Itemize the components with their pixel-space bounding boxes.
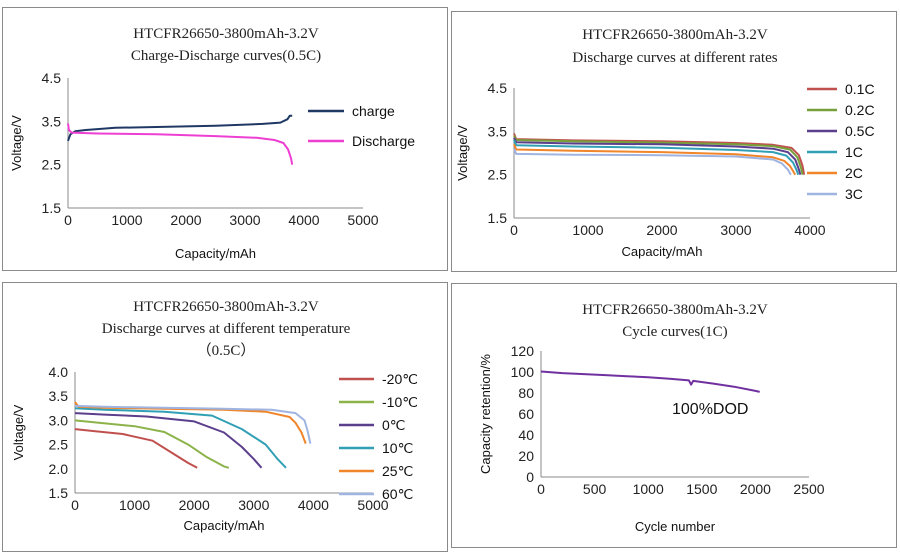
x-tick-label: 0 (537, 481, 545, 497)
y-tick-label: 4.5 (488, 80, 508, 96)
y-tick-label: 3.5 (42, 113, 62, 129)
legend-label: 25℃ (382, 463, 413, 479)
legend-label: 3C (845, 186, 863, 202)
panel-discharge-temperature: HTCFR26650-3800mAh-3.2V Discharge curves … (2, 282, 448, 552)
chart-discharge-temperature: HTCFR26650-3800mAh-3.2V Discharge curves … (11, 299, 418, 533)
y-tick-label: 20 (518, 448, 534, 464)
chart-subtitle: Cycle curves(1C) (622, 324, 727, 340)
y-tick-label: 80 (518, 385, 534, 401)
x-tick-label: 500 (583, 481, 607, 497)
y-tick-label: 1.5 (488, 210, 508, 226)
chart-title: HTCFR26650-3800mAh-3.2V (582, 27, 768, 43)
legend-label: 2C (845, 165, 863, 181)
series-line-1 (540, 370, 760, 393)
series-line-3 (74, 412, 263, 469)
series-line-2 (513, 135, 804, 175)
legend-label: 0.1C (845, 81, 875, 97)
legend-label: 10℃ (382, 440, 413, 456)
y-tick-label: 1.5 (49, 485, 69, 501)
x-tick-label: 2000 (740, 481, 771, 497)
legend-label: charge (352, 103, 395, 119)
y-tick-label: 0 (526, 469, 534, 485)
x-tick-label: 1000 (633, 481, 664, 497)
x-tick-label: 0 (64, 212, 72, 228)
chart-discharge-rates: HTCFR26650-3800mAh-3.2V Discharge curves … (455, 27, 875, 259)
x-tick-label: 4000 (298, 497, 329, 513)
legend-label: Discharge (352, 133, 415, 149)
series-line-6 (74, 404, 312, 444)
chart-cycle-curves: HTCFR26650-3800mAh-3.2V Cycle curves(1C) 0… (478, 302, 825, 534)
y-axis-label: Voltage/V (9, 115, 24, 171)
x-tick-label: 2500 (793, 481, 824, 497)
series-line-2 (67, 123, 294, 165)
y-axis-label: Capacity retention/% (478, 354, 493, 474)
y-tick-label: 1.5 (42, 200, 62, 216)
x-tick-label: 5000 (357, 497, 388, 513)
legend-label: 1C (845, 144, 863, 160)
x-tick-label: 3000 (720, 222, 751, 238)
y-tick-label: 2.5 (488, 167, 508, 183)
legend-label: -20℃ (382, 371, 418, 387)
series-line-5 (513, 143, 797, 176)
series-line-4 (513, 139, 800, 176)
y-tick-label: 4.0 (49, 364, 69, 380)
y-axis-label: Voltage/V (11, 404, 26, 460)
y-tick-label: 3.5 (49, 388, 69, 404)
x-tick-label: 1000 (119, 497, 150, 513)
y-tick-label: 2.5 (49, 437, 69, 453)
chart-subtitle: Discharge curves at different temperatur… (102, 321, 351, 337)
series-line-6 (513, 148, 792, 176)
chart-charge-discharge: HTCFR26650-3800mAh-3.2V Charge-Discharge … (9, 26, 415, 261)
panel-charge-discharge: HTCFR26650-3800mAh-3.2V Charge-Discharge … (2, 7, 448, 271)
chart-title: HTCFR26650-3800mAh-3.2V (133, 299, 319, 315)
chart-title: HTCFR26650-3800mAh-3.2V (133, 26, 319, 42)
series-line-4 (74, 407, 287, 469)
chart-subtitle-2: （0.5C） (197, 342, 256, 359)
legend-label: 0.5C (845, 123, 875, 139)
legend-label: 0℃ (382, 417, 406, 433)
x-tick-label: 2000 (179, 497, 210, 513)
x-tick-label: 2000 (170, 212, 201, 228)
x-tick-label: 4000 (288, 212, 319, 228)
legend-label: 0.2C (845, 102, 875, 118)
chart-annotation: 100%DOD (672, 401, 748, 418)
series-line-1 (74, 428, 198, 469)
x-tick-label: 3000 (229, 212, 260, 228)
chart-subtitle: Discharge curves at different rates (572, 50, 777, 66)
y-tick-label: 4.5 (42, 70, 62, 86)
x-tick-label: 4000 (794, 222, 825, 238)
x-tick-label: 1000 (111, 212, 142, 228)
series-line-3 (513, 137, 802, 175)
y-axis-label: Voltage/V (455, 125, 470, 181)
y-tick-label: 120 (511, 343, 535, 359)
x-axis-label: Capacity/mAh (184, 518, 265, 533)
x-axis-label: Cycle number (635, 519, 716, 534)
y-tick-label: 100 (511, 364, 535, 380)
x-tick-label: 1000 (572, 222, 603, 238)
y-tick-label: 3.0 (49, 412, 69, 428)
y-tick-label: 40 (518, 427, 534, 443)
chart-title: HTCFR26650-3800mAh-3.2V (582, 302, 768, 318)
legend-label: -10℃ (382, 394, 418, 410)
series-line-2 (74, 419, 230, 469)
panel-discharge-rates: HTCFR26650-3800mAh-3.2V Discharge curves … (451, 11, 897, 272)
x-axis-label: Capacity/mAh (175, 246, 256, 261)
x-tick-label: 1500 (686, 481, 717, 497)
x-tick-label: 0 (510, 222, 518, 238)
x-axis-label: Capacity/mAh (622, 244, 703, 259)
chart-subtitle: Charge-Discharge curves(0.5C) (131, 48, 321, 64)
y-tick-label: 2.5 (42, 157, 62, 173)
x-tick-label: 5000 (347, 212, 378, 228)
x-tick-label: 3000 (238, 497, 269, 513)
x-tick-label: 0 (71, 497, 79, 513)
y-tick-label: 2.0 (49, 461, 69, 477)
x-tick-label: 2000 (646, 222, 677, 238)
y-tick-label: 3.5 (488, 123, 508, 139)
y-tick-label: 60 (518, 406, 534, 422)
legend-label: 60℃ (382, 486, 413, 502)
panel-cycle-curves: HTCFR26650-3800mAh-3.2V Cycle curves(1C) 0… (451, 283, 897, 548)
